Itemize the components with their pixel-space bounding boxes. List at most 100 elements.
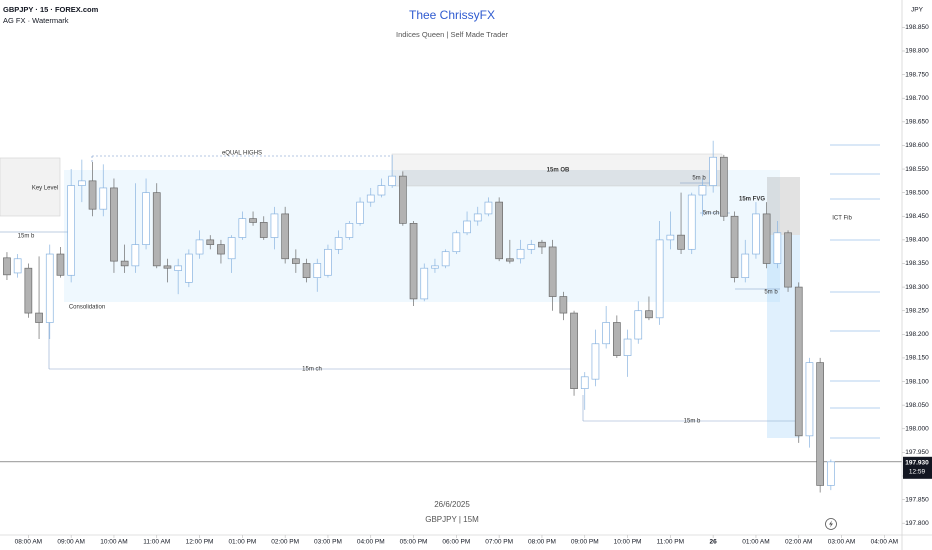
annotation: 15m FVG bbox=[739, 197, 765, 203]
last-price-box bbox=[903, 456, 932, 479]
countdown: 12:59 bbox=[909, 469, 926, 476]
date-label: 26/6/2025 bbox=[434, 500, 470, 509]
x-tick-label: 10:00 AM bbox=[100, 539, 127, 546]
y-tick-label: 198.350 bbox=[905, 260, 929, 267]
fvg-blue-zone bbox=[767, 235, 800, 438]
annotation: Consolidation bbox=[69, 305, 105, 311]
replay-icon[interactable] bbox=[825, 518, 837, 530]
axes: 197.800197.850197.900197.950198.000198.0… bbox=[15, 24, 930, 546]
x-tick-label: 03:00 PM bbox=[314, 539, 342, 546]
y-tick-label: 198.100 bbox=[905, 378, 929, 385]
y-tick-label: 198.000 bbox=[905, 425, 929, 432]
y-tick-label: 198.750 bbox=[905, 71, 929, 78]
candle-body bbox=[195, 239, 204, 255]
x-tick-label: 06:00 PM bbox=[442, 539, 470, 546]
x-tick-label: 03:00 AM bbox=[828, 539, 855, 546]
candle-body bbox=[623, 338, 632, 356]
fvg-zone bbox=[767, 177, 800, 235]
drawings bbox=[0, 144, 880, 439]
candle-body bbox=[655, 239, 664, 319]
candle-body bbox=[399, 175, 407, 224]
candle-body bbox=[227, 237, 236, 260]
candle-body bbox=[826, 461, 835, 486]
candle-body bbox=[602, 322, 610, 345]
watermark: AG FX · Watermark bbox=[3, 16, 69, 25]
y-tick-label: 198.150 bbox=[905, 355, 929, 362]
candle-body bbox=[3, 257, 11, 276]
candle-body bbox=[698, 185, 707, 196]
candle-body bbox=[741, 253, 750, 279]
candle-body bbox=[185, 253, 193, 283]
y-tick-label: 198.050 bbox=[905, 402, 929, 409]
x-tick-label: 05:00 PM bbox=[400, 539, 428, 546]
candle-body bbox=[752, 213, 760, 255]
annotation: Key Level bbox=[32, 186, 58, 192]
candle-body bbox=[24, 267, 33, 314]
chart-title: Thee ChrissyFX bbox=[409, 8, 495, 22]
x-tick-label: 26 bbox=[710, 539, 718, 546]
y-tick-label: 198.250 bbox=[905, 307, 929, 314]
candle-body bbox=[666, 234, 675, 241]
candle-body bbox=[773, 232, 782, 264]
candle-body bbox=[473, 213, 482, 222]
key-level-zone bbox=[0, 157, 61, 217]
footer-label: GBPJPY | 15M bbox=[425, 515, 479, 524]
x-tick-label: 07:00 PM bbox=[485, 539, 513, 546]
candle-body bbox=[548, 246, 557, 297]
candle-body bbox=[366, 194, 375, 203]
candle-body bbox=[591, 343, 600, 380]
x-tick-label: 09:00 AM bbox=[57, 539, 84, 546]
candle-body bbox=[645, 310, 653, 319]
candle-body bbox=[56, 253, 65, 276]
candles bbox=[3, 140, 835, 493]
candle-body bbox=[805, 362, 814, 437]
candle-body bbox=[174, 265, 183, 271]
candle-body bbox=[516, 248, 525, 260]
annotation: ICT Fib bbox=[832, 216, 852, 222]
candle-body bbox=[762, 213, 771, 264]
icon-ring[interactable] bbox=[825, 518, 837, 530]
x-tick-label: 08:00 PM bbox=[528, 539, 556, 546]
candle-body bbox=[238, 218, 247, 238]
candle-body bbox=[45, 253, 54, 323]
x-tick-label: 02:00 AM bbox=[785, 539, 812, 546]
annotation: 5m ch bbox=[703, 211, 719, 217]
candle-body bbox=[345, 222, 354, 238]
x-tick-label: 10:00 PM bbox=[614, 539, 642, 546]
annotation: 5m b bbox=[692, 176, 706, 182]
y-tick-label: 198.600 bbox=[905, 142, 929, 149]
fib-levels bbox=[830, 144, 880, 439]
candle-body bbox=[302, 263, 311, 279]
y-tick-label: 198.850 bbox=[905, 24, 929, 31]
candle-body bbox=[249, 218, 257, 223]
x-tick-label: 11:00 AM bbox=[143, 539, 170, 546]
candle-body bbox=[441, 251, 450, 267]
y-tick-label: 198.800 bbox=[905, 48, 929, 55]
candle-body bbox=[677, 234, 685, 250]
y-tick-label: 197.950 bbox=[905, 449, 929, 456]
candle-body bbox=[377, 185, 386, 196]
candle-body bbox=[163, 265, 172, 269]
candle-body bbox=[612, 322, 621, 356]
candle-body bbox=[495, 201, 503, 260]
annotation: 15m OB bbox=[547, 168, 570, 174]
candle-body bbox=[816, 362, 824, 486]
candle-body bbox=[570, 312, 578, 389]
y-tick-label: 198.400 bbox=[905, 237, 929, 244]
x-tick-label: 02:00 PM bbox=[271, 539, 299, 546]
candle-body bbox=[431, 265, 439, 269]
candle-body bbox=[687, 194, 696, 250]
annotation: 5m b bbox=[764, 290, 778, 296]
icon-bolt[interactable] bbox=[829, 520, 833, 528]
y-tick-label: 197.800 bbox=[905, 520, 929, 527]
candle-body bbox=[580, 376, 589, 389]
y-tick-label: 198.300 bbox=[905, 284, 929, 291]
candle-body bbox=[270, 213, 279, 238]
x-tick-label: 09:00 PM bbox=[571, 539, 599, 546]
candle-body bbox=[259, 222, 268, 238]
candle-body bbox=[463, 220, 471, 234]
y-tick-label: 198.550 bbox=[905, 166, 929, 173]
y-tick-label: 198.450 bbox=[905, 213, 929, 220]
x-tick-label: 01:00 PM bbox=[228, 539, 256, 546]
